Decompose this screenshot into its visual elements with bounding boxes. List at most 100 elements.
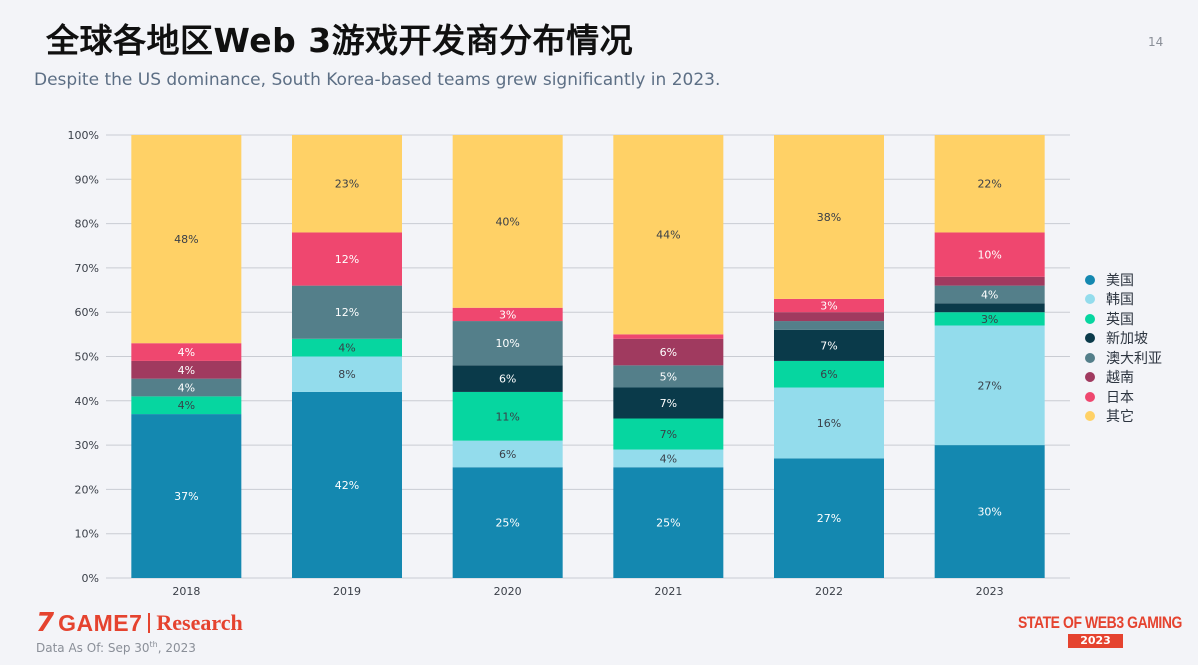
legend-label: 美国 <box>1106 272 1134 289</box>
logo-research-text: Research <box>156 610 243 635</box>
data-label: 48% <box>174 233 198 246</box>
data-label: 27% <box>977 379 1001 392</box>
data-label: 6% <box>499 373 516 386</box>
bar-segment <box>774 312 884 322</box>
data-label: 3% <box>499 308 516 321</box>
bar-segment <box>452 365 563 392</box>
bar-segment <box>292 338 402 357</box>
legend-swatch <box>1085 411 1095 422</box>
data-label: 4% <box>178 399 195 412</box>
legend-swatch <box>1085 352 1095 363</box>
legend-label: 韩国 <box>1106 292 1134 309</box>
legend-label: 澳大利亚 <box>1106 350 1162 367</box>
bar-segment <box>934 285 1045 304</box>
x-tick-label: 2021 <box>654 585 682 598</box>
bar-segment <box>934 312 1045 326</box>
data-label: 16% <box>817 417 841 430</box>
data-label: 44% <box>656 229 680 242</box>
data-label: 4% <box>981 288 998 301</box>
x-tick-label: 2023 <box>976 585 1004 598</box>
legend-swatch <box>1085 313 1095 324</box>
legend-swatch <box>1085 372 1095 383</box>
data-label: 22% <box>977 178 1001 191</box>
bar-segment <box>934 325 1045 446</box>
bar-segment <box>774 387 884 459</box>
bar-segment <box>613 338 724 366</box>
data-label: 23% <box>335 178 359 191</box>
data-label: 4% <box>178 382 195 395</box>
legend-label: 新加坡 <box>1106 331 1148 348</box>
bar-segment <box>934 303 1045 313</box>
y-tick-label: 30% <box>75 439 99 452</box>
data-label: 10% <box>977 249 1001 262</box>
y-tick-label: 70% <box>75 262 99 275</box>
data-label: 4% <box>660 452 677 465</box>
data-label: 7% <box>820 339 837 352</box>
bar-segment <box>934 445 1045 578</box>
data-label: 8% <box>338 368 355 381</box>
page-title: 全球各地区Web 3游戏开发商分布情况 <box>46 21 634 60</box>
bar-segment <box>292 285 402 339</box>
legend-swatch <box>1085 294 1095 305</box>
bar-segment <box>613 334 724 339</box>
legend-item: 美国 <box>1085 270 1162 290</box>
data-label: 4% <box>178 346 195 359</box>
data-label: 7% <box>660 397 677 410</box>
bar-segment <box>292 232 402 286</box>
y-tick-label: 100% <box>68 129 99 142</box>
data-label: 6% <box>499 448 516 461</box>
legend-item: 日本 <box>1085 387 1162 407</box>
bar-segment <box>131 378 242 397</box>
data-label: 6% <box>820 368 837 381</box>
x-tick-label: 2019 <box>333 585 361 598</box>
bar-segment <box>131 343 242 361</box>
data-label: 25% <box>495 517 519 530</box>
legend-item: 韩国 <box>1085 290 1162 310</box>
bar-segment <box>774 329 884 361</box>
data-label: 37% <box>174 490 198 503</box>
badge-year: 2023 <box>1068 634 1123 648</box>
y-tick-label: 80% <box>75 218 99 231</box>
bar-segment <box>452 440 563 468</box>
bar-segment <box>452 135 563 308</box>
data-as-of-note: Data As Of: Sep 30th, 2023 <box>36 640 196 655</box>
legend-item: 越南 <box>1085 368 1162 388</box>
data-label: 10% <box>495 337 519 350</box>
data-label: 38% <box>817 211 841 224</box>
bar-segment <box>452 391 563 441</box>
data-label: 4% <box>178 364 195 377</box>
bar-segment <box>613 387 724 419</box>
legend-item: 其它 <box>1085 407 1162 427</box>
legend-item: 新加坡 <box>1085 329 1162 349</box>
data-label: 5% <box>660 370 677 383</box>
x-tick-label: 2018 <box>172 585 200 598</box>
chart-legend: 美国 韩国 英国 新加坡 澳大利亚 越南 日本 其它 <box>1085 270 1162 426</box>
data-label: 40% <box>495 215 519 228</box>
bar-segment <box>934 135 1045 233</box>
bar-segment <box>131 135 242 344</box>
data-label: 6% <box>660 346 677 359</box>
game7-mark-icon: 7 <box>36 608 55 638</box>
y-tick-label: 20% <box>75 483 99 496</box>
bar-segment <box>774 321 884 330</box>
bar-segment <box>292 135 402 233</box>
bar-segment <box>774 135 884 299</box>
data-label: 4% <box>338 342 355 355</box>
bar-segment <box>292 356 402 392</box>
bar-segment <box>131 360 242 379</box>
data-label: 42% <box>335 479 359 492</box>
game7-logo: 7 GAME7 Research <box>36 608 243 638</box>
logo-brand-text: GAME7 <box>58 609 143 636</box>
data-label: 27% <box>817 512 841 525</box>
bar-segment <box>292 391 402 578</box>
legend-label: 越南 <box>1106 370 1134 387</box>
bar-segment <box>613 365 724 388</box>
bar-segment <box>452 467 563 578</box>
page-subtitle: Despite the US dominance, South Korea-ba… <box>34 70 721 90</box>
y-tick-label: 90% <box>75 173 99 186</box>
bar-segment <box>934 276 1045 286</box>
data-label: 25% <box>656 517 680 530</box>
y-tick-label: 0% <box>82 572 99 585</box>
legend-item: 澳大利亚 <box>1085 348 1162 368</box>
